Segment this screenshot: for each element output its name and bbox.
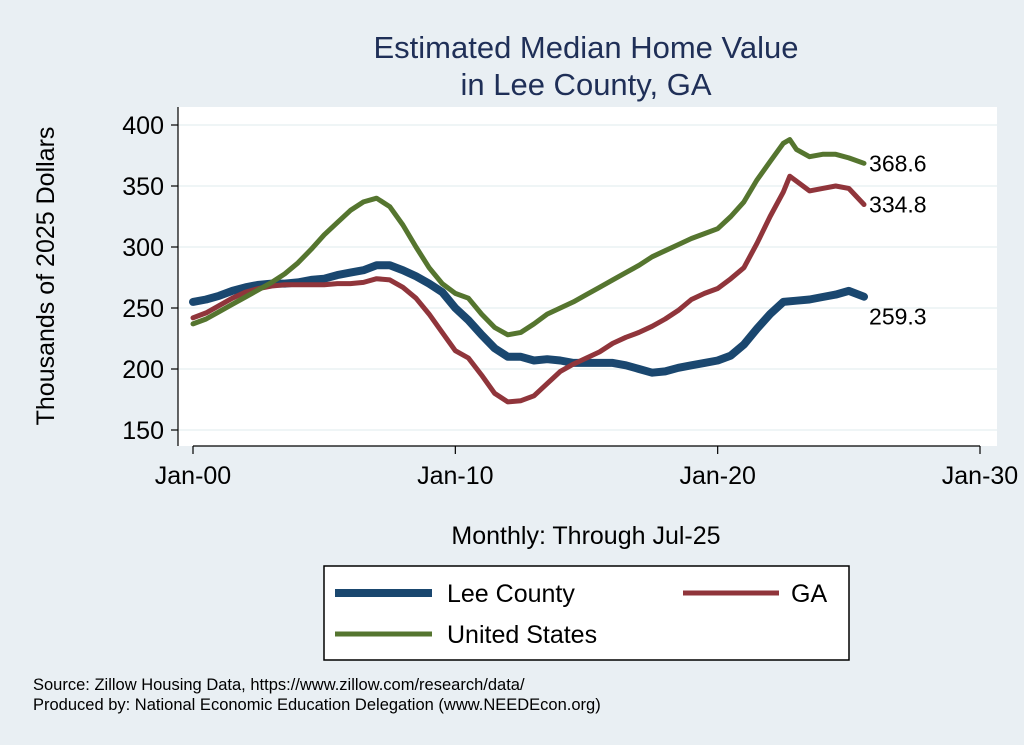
y-tick-label: 250 — [122, 295, 164, 323]
producer-note: Produced by: National Economic Education… — [33, 696, 601, 714]
end-labels: 259.3 334.8 368.6 — [869, 150, 927, 329]
end-label-united-states: 368.6 — [869, 150, 927, 176]
y-axis-title: Thousands of 2025 Dollars — [32, 127, 60, 426]
legend-label: United States — [447, 621, 597, 649]
y-tick-label: 350 — [122, 173, 164, 201]
x-tick-label: Jan-20 — [679, 462, 755, 490]
y-tick-label: 200 — [122, 356, 164, 384]
end-label-ga: 334.8 — [869, 192, 927, 218]
x-tick-label: Jan-10 — [417, 462, 493, 490]
end-label-lee-county: 259.3 — [869, 304, 927, 330]
legend-box — [323, 565, 850, 661]
legend-label: Lee County — [447, 580, 575, 608]
y-tick-label: 300 — [122, 234, 164, 262]
series-line-ga — [190, 173, 867, 405]
y-tick-label: 150 — [122, 417, 164, 445]
x-tick-label: Jan-30 — [942, 462, 1018, 490]
legend-label: GA — [791, 580, 827, 608]
x-tick-label: Jan-00 — [155, 462, 231, 490]
y-tick-label: 400 — [122, 112, 164, 140]
x-axis-title: Monthly: Through Jul-25 — [451, 522, 720, 550]
series-line-lee-county — [189, 261, 868, 377]
series-line-united-states — [190, 137, 867, 338]
axes: 150 200 250 300 350 400 Jan-00 Jan-10 Jan-20 Jan-… — [122, 107, 1018, 490]
series-lines — [189, 137, 868, 405]
legend: Lee County GA United States — [335, 580, 827, 649]
source-note: Source: Zillow Housing Data, https://www… — [33, 676, 525, 694]
chart-title-line-2: in Lee County, GA — [460, 67, 711, 102]
chart-title-line-1: Estimated Median Home Value — [373, 30, 798, 65]
